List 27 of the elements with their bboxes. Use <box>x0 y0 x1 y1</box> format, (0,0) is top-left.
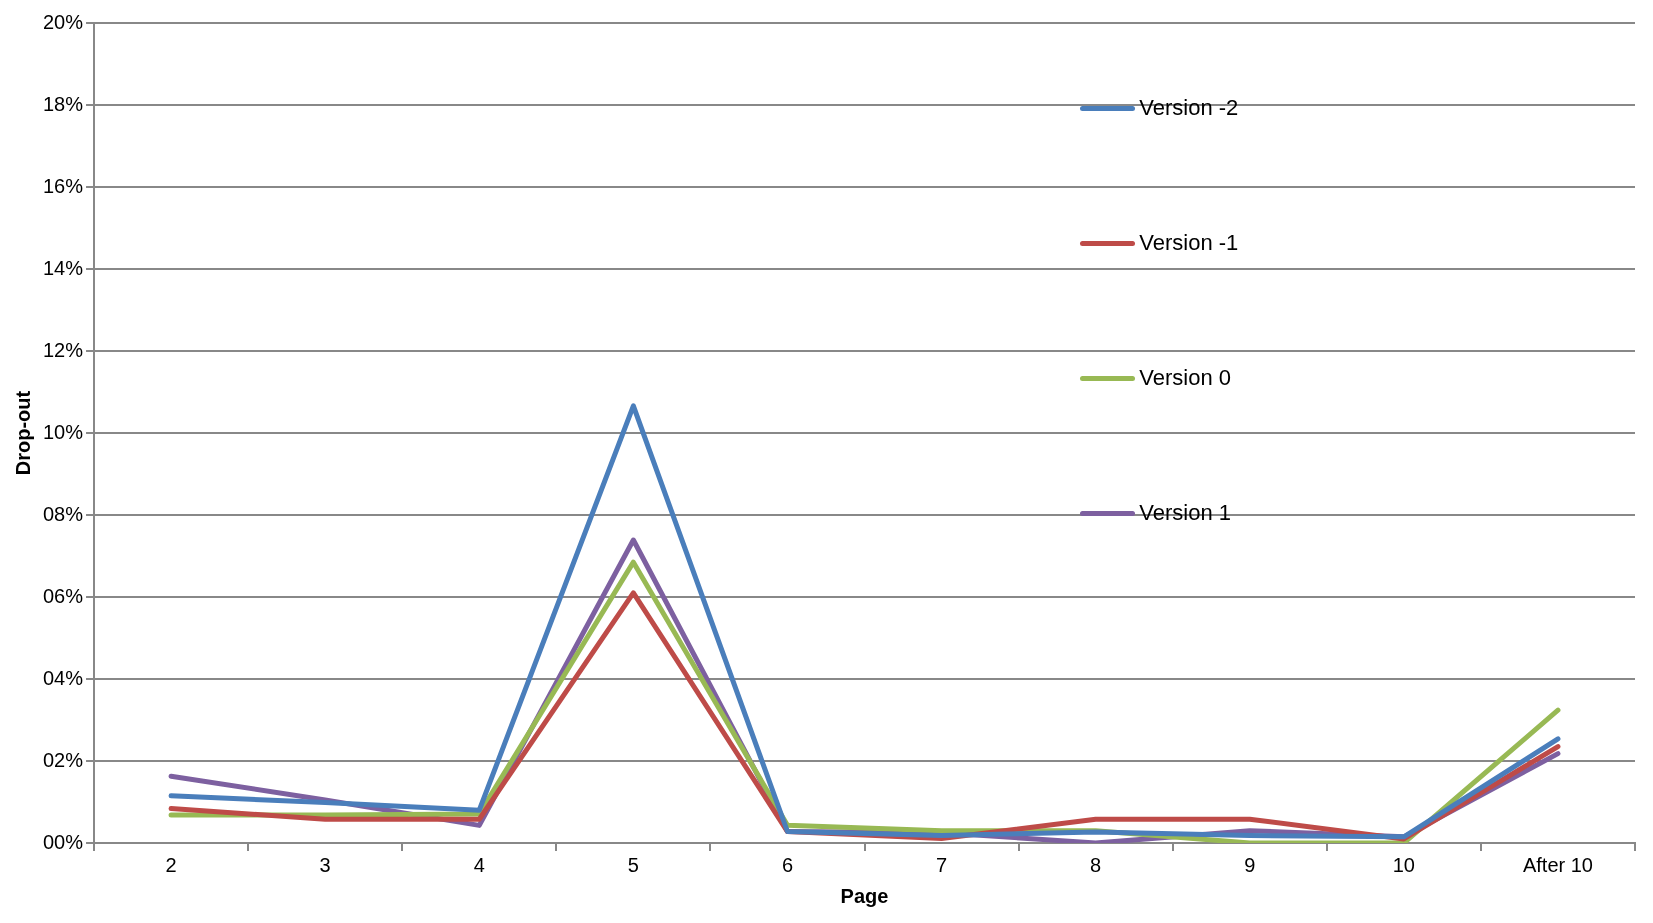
y-axis-title: Drop-out <box>11 390 34 476</box>
x-tick-label: 3 <box>319 853 331 876</box>
x-tick-label: 2 <box>165 853 177 876</box>
x-tick-label: 6 <box>781 853 794 876</box>
y-tick-label: 08% <box>43 502 84 525</box>
y-tick-label: 20% <box>43 10 84 33</box>
y-tick-label: 00% <box>43 830 84 853</box>
legend-label: Version -2 <box>1139 95 1239 121</box>
legend-label: Version 0 <box>1139 365 1231 391</box>
x-tick-label: 5 <box>627 853 639 876</box>
legend-label: Version 1 <box>1139 500 1231 526</box>
y-tick-label: 14% <box>43 256 84 279</box>
x-tick-label: After 10 <box>1522 853 1593 876</box>
y-tick-label: 12% <box>43 338 84 361</box>
y-tick-label: 18% <box>43 92 84 115</box>
x-tick-label: 4 <box>473 853 485 876</box>
y-tick-label: 16% <box>43 174 84 197</box>
x-tick-label: 10 <box>1392 853 1415 876</box>
legend-label: Version -1 <box>1139 230 1239 256</box>
y-tick-label: 06% <box>43 584 84 607</box>
x-tick-label: 7 <box>936 853 948 876</box>
y-tick-label: 02% <box>43 748 84 771</box>
x-axis-title: Page <box>840 884 889 907</box>
y-tick-label: 10% <box>43 420 84 443</box>
x-tick-label: 8 <box>1090 853 1102 876</box>
y-tick-label: 04% <box>43 666 84 689</box>
x-tick-label: 9 <box>1244 853 1256 876</box>
